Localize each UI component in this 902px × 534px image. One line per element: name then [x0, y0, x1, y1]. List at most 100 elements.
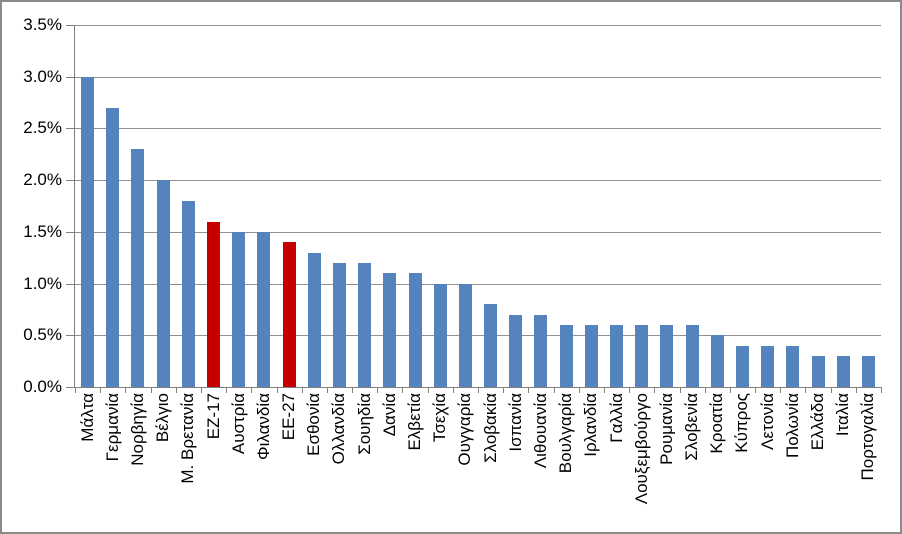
chart-bar — [182, 201, 195, 387]
x-category-label: Ιταλία — [833, 393, 852, 437]
x-tick-mark — [654, 388, 655, 393]
x-tick-mark — [75, 388, 76, 393]
chart-bar — [308, 253, 321, 387]
x-tick-mark — [151, 388, 152, 393]
y-tick-label: 3.0% — [23, 67, 62, 86]
gridline — [75, 232, 881, 233]
x-category-label: Μάλτα — [78, 393, 97, 442]
chart-bar — [409, 273, 422, 387]
x-tick-mark — [352, 388, 353, 393]
x-tick-mark — [125, 388, 126, 393]
chart-bar — [660, 325, 673, 387]
chart-bar — [610, 325, 623, 387]
x-category-label: Σουηδία — [355, 393, 374, 455]
y-tick-mark — [66, 387, 75, 388]
x-category-label: Μ. Βρετανία — [178, 393, 197, 484]
chart-bar — [434, 284, 447, 387]
y-tick-label: 3.5% — [23, 15, 62, 34]
x-tick-mark — [705, 388, 706, 393]
x-category-label: Εσθονία — [304, 393, 323, 456]
x-category-label: Αυστρία — [229, 393, 248, 455]
chart-bar — [106, 108, 119, 387]
chart-bar — [761, 346, 774, 387]
x-category-label: Ουγγαρία — [455, 393, 474, 466]
x-tick-mark — [755, 388, 756, 393]
y-tick-label: 1.0% — [23, 274, 62, 293]
x-tick-mark — [402, 388, 403, 393]
chart-bar-highlighted — [283, 242, 296, 387]
y-tick-label: 2.5% — [23, 118, 62, 137]
x-category-label: Τσεχία — [430, 393, 449, 443]
x-category-label: Σλοβακία — [481, 393, 500, 463]
y-tick-label: 1.5% — [23, 222, 62, 241]
chart-bar — [736, 346, 749, 387]
x-tick-mark — [377, 388, 378, 393]
x-tick-mark — [629, 388, 630, 393]
x-tick-mark — [856, 388, 857, 393]
y-tick-mark — [66, 77, 75, 78]
x-category-label: Ολλανδία — [329, 393, 348, 465]
gridline — [75, 284, 881, 285]
x-category-label: Ρουμανία — [657, 393, 676, 465]
x-category-label: ΕΖ-17 — [204, 393, 223, 440]
x-category-label: Βέλγιο — [153, 393, 172, 443]
x-category-label: Κροατία — [707, 393, 726, 454]
chart-bar — [509, 315, 522, 387]
x-category-label: Φιλανδία — [254, 393, 273, 460]
x-axis-line — [74, 387, 882, 388]
x-tick-mark — [780, 388, 781, 393]
chart-bar — [560, 325, 573, 387]
y-tick-label: 0.0% — [23, 377, 62, 396]
x-category-label: Ελλάδα — [808, 393, 827, 451]
chart-bar — [686, 325, 699, 387]
x-category-label: ΕΕ-27 — [279, 393, 298, 441]
y-tick-mark — [66, 180, 75, 181]
gridline — [75, 180, 881, 181]
chart-bar — [383, 273, 396, 387]
y-tick-mark — [66, 284, 75, 285]
chart-bar — [81, 77, 94, 387]
gridline — [75, 77, 881, 78]
x-tick-mark — [327, 388, 328, 393]
x-tick-mark — [730, 388, 731, 393]
x-category-label: Βουλγαρία — [556, 393, 575, 474]
x-category-label: Δανία — [380, 393, 399, 437]
chart-bar — [157, 180, 170, 387]
y-tick-mark — [66, 128, 75, 129]
y-axis-line — [74, 25, 75, 388]
y-tick-label: 2.0% — [23, 170, 62, 189]
chart-bar — [585, 325, 598, 387]
chart-bar — [232, 232, 245, 387]
chart-bar — [131, 149, 144, 387]
chart-bar — [257, 232, 270, 387]
x-category-label: Λετονία — [758, 393, 777, 450]
x-category-label: Λουξεμβούργο — [632, 393, 651, 505]
y-tick-mark — [66, 25, 75, 26]
x-category-label: Κύπρος — [732, 393, 751, 453]
y-tick-mark — [66, 335, 75, 336]
chart-bar — [333, 263, 346, 387]
x-category-label: Πορτογαλία — [858, 393, 877, 481]
chart-bar — [459, 284, 472, 387]
x-tick-mark — [428, 388, 429, 393]
gridline — [75, 128, 881, 129]
x-tick-mark — [503, 388, 504, 393]
x-tick-mark — [277, 388, 278, 393]
x-tick-mark — [176, 388, 177, 393]
x-category-label: Γαλλία — [607, 393, 626, 443]
chart-bar — [484, 304, 497, 387]
x-tick-mark — [201, 388, 202, 393]
x-tick-mark — [831, 388, 832, 393]
x-category-label: Ισπανία — [506, 393, 525, 452]
x-category-label: Γερμανία — [103, 393, 122, 462]
x-tick-mark — [881, 388, 882, 393]
chart-bar — [786, 346, 799, 387]
chart-bar — [635, 325, 648, 387]
x-tick-mark — [226, 388, 227, 393]
y-tick-label: 0.5% — [23, 325, 62, 344]
x-tick-mark — [251, 388, 252, 393]
chart-bar-highlighted — [207, 222, 220, 387]
x-category-label: Ιρλανδία — [581, 393, 600, 457]
x-tick-mark — [100, 388, 101, 393]
